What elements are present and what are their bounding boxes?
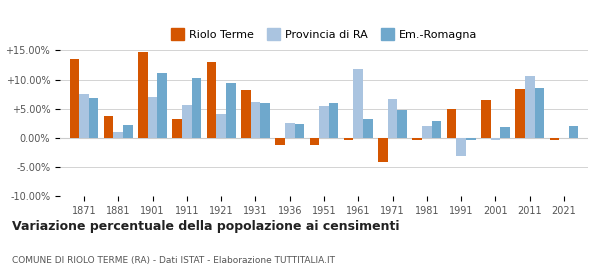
Bar (191, 78, 201, 138)
Bar (535, 88, 544, 138)
Bar (113, 132, 123, 138)
Bar (295, 124, 304, 138)
Bar (353, 69, 363, 138)
Bar (172, 119, 182, 138)
Bar (525, 76, 535, 138)
Text: Variazione percentuale della popolazione ai censimenti: Variazione percentuale della popolazione… (12, 220, 400, 233)
Bar (207, 62, 217, 138)
Bar (329, 103, 338, 138)
Bar (344, 138, 353, 139)
Bar (182, 105, 191, 138)
Bar (104, 116, 113, 138)
Bar (397, 110, 407, 138)
Bar (157, 73, 167, 138)
Bar (79, 94, 89, 138)
Bar (491, 138, 500, 139)
Bar (310, 138, 319, 145)
Legend: Riolo Terme, Provincia di RA, Em.-Romagna: Riolo Terme, Provincia di RA, Em.-Romagn… (167, 24, 481, 44)
Bar (500, 127, 510, 138)
Bar (138, 52, 148, 138)
Bar (285, 123, 295, 138)
Bar (251, 102, 260, 138)
Bar (275, 138, 285, 145)
Bar (70, 59, 79, 138)
Bar (319, 106, 329, 138)
Bar (447, 109, 457, 138)
Text: COMUNE DI RIOLO TERME (RA) - Dati ISTAT - Elaborazione TUTTITALIA.IT: COMUNE DI RIOLO TERME (RA) - Dati ISTAT … (12, 256, 335, 265)
Bar (412, 138, 422, 139)
Bar (481, 101, 491, 138)
Bar (89, 98, 98, 138)
Bar (123, 125, 133, 138)
Bar (241, 90, 251, 138)
Bar (388, 99, 397, 138)
Bar (148, 97, 157, 138)
Bar (466, 138, 476, 140)
Bar (431, 122, 441, 138)
Bar (457, 138, 466, 157)
Bar (260, 103, 270, 138)
Bar (569, 126, 578, 138)
Bar (226, 83, 236, 138)
Bar (217, 115, 226, 138)
Bar (378, 138, 388, 162)
Bar (363, 119, 373, 138)
Bar (550, 138, 559, 139)
Bar (422, 126, 431, 138)
Bar (515, 89, 525, 138)
